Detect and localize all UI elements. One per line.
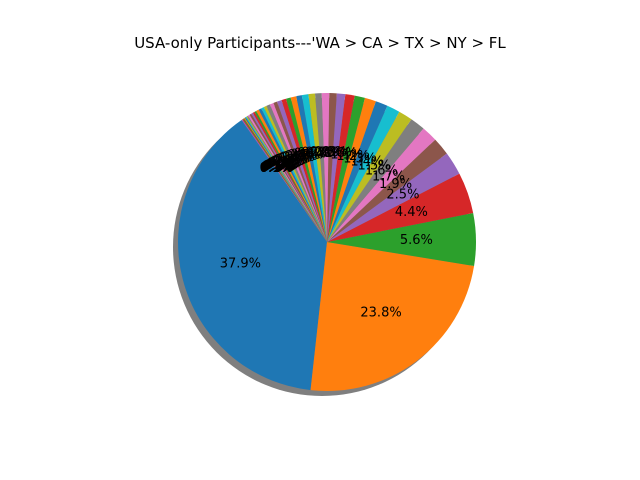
- pie-slice-15: [327, 93, 346, 242]
- pie-slice-label-35: 0.2%: [265, 157, 298, 172]
- pie-slice-label-17: 0.8%: [310, 145, 343, 160]
- pie-slice-label-29: 0.3%: [273, 153, 306, 168]
- pie-slice-label-27: 0.4%: [277, 152, 310, 167]
- pie-slice-35: [251, 112, 327, 242]
- pie-slice-31: [258, 108, 327, 242]
- pie-slice-label-16: 0.8%: [314, 145, 347, 160]
- pie-slice-17: [321, 93, 330, 242]
- pie-slice-label-36: 0.2%: [264, 158, 297, 173]
- pie-slice-19: [308, 93, 327, 243]
- pie-slice-42: [243, 117, 327, 242]
- pie-slice-5: [327, 153, 460, 242]
- pie-slice-label-22: 0.6%: [290, 147, 323, 162]
- pie-slice-label-21: 0.6%: [294, 147, 327, 162]
- pie-slice-label-9: 1.5%: [358, 158, 391, 173]
- pie-slice-18: [314, 93, 327, 242]
- pie-slice-label-30: 0.3%: [272, 154, 305, 169]
- pie-slice-label-31: 0.3%: [270, 155, 303, 170]
- pie-slice-label-45: 0.1%: [259, 161, 292, 176]
- pie-slice-4: [327, 173, 474, 242]
- pie-slice-25: [276, 100, 327, 242]
- pie-slice-label-28: 0.4%: [275, 152, 308, 167]
- pie-slice-label-32: 0.3%: [269, 155, 302, 170]
- pie-slice-label-4: 4.4%: [395, 205, 428, 220]
- pie-slice-label-23: 0.5%: [287, 148, 320, 163]
- pie-slice-36: [249, 113, 327, 242]
- pie-slice-39: [246, 116, 327, 242]
- pie-slice-8: [327, 119, 424, 242]
- pie-slice-label-40: 0.1%: [262, 160, 295, 175]
- pie-slice-40: [245, 116, 327, 242]
- pie-slice-label-26: 0.4%: [279, 151, 312, 166]
- pie-slice-label-44: 0.1%: [260, 161, 293, 176]
- pie-slice-label-15: 0.9%: [319, 146, 352, 161]
- pie-slice-6: [327, 139, 447, 242]
- pie-slice-3: [327, 213, 476, 266]
- pie-slice-32: [256, 109, 327, 243]
- pie-slice-29: [263, 105, 327, 242]
- pie-slice-label-7: 1.7%: [372, 170, 405, 185]
- pie-slice-14: [327, 94, 355, 242]
- pie-slice-label-41: 0.1%: [261, 160, 294, 175]
- pie-slice-label-39: 0.1%: [262, 159, 295, 174]
- pie-slice-21: [296, 95, 327, 243]
- pie-slice-13: [327, 95, 365, 242]
- pie-labels: 37.9% 23.8% 5.6% 4.4% 2.5%1.9%1.7%1.6%1.5%1.…: [220, 145, 433, 321]
- pie-slice-22: [290, 96, 327, 242]
- pie-slice-12: [327, 97, 376, 242]
- pie-slice-label-5: 2.5%: [386, 187, 419, 202]
- pie-slice-43: [243, 118, 327, 242]
- pie-slice-37: [247, 114, 327, 242]
- pie-slice-label-33: 0.2%: [267, 156, 300, 171]
- pie-slice-label-10: 1.4%: [350, 154, 383, 169]
- pie-slice-26: [273, 101, 327, 242]
- pie-slice-44: [242, 118, 327, 242]
- pie-slice-28: [266, 104, 327, 243]
- pie-slice-label-3: 5.6%: [400, 233, 433, 248]
- pie-slice-label-13: 1.1%: [330, 147, 363, 162]
- pie-slice-label-38: 0.1%: [263, 159, 296, 174]
- pie-slice-label-25: 0.5%: [282, 150, 315, 165]
- pie-slice-label-2: 23.8%: [360, 306, 401, 321]
- pie-slice-label-12: 1.2%: [337, 149, 370, 164]
- pie-slice-30: [261, 107, 327, 242]
- pie-slice-23: [285, 97, 327, 243]
- pie-slices: [178, 93, 476, 392]
- pie-slice-11: [327, 101, 388, 243]
- pie-slice-2: [310, 242, 475, 392]
- pie-slice-label-20: 0.7%: [297, 146, 330, 161]
- pie-slice-label-8: 1.6%: [365, 164, 398, 179]
- pie-slice-label-11: 1.3%: [343, 151, 376, 166]
- pie-slice-9: [327, 111, 412, 243]
- pie-slice-label-6: 1.9%: [379, 177, 412, 192]
- pie-slice-label-19: 0.7%: [301, 146, 334, 161]
- pie-slice-10: [327, 105, 400, 242]
- chart-title: USA-only Participants---'WA > CA > TX > …: [134, 34, 506, 52]
- pie-slice-label-43: 0.1%: [260, 160, 293, 175]
- pie-slice-27: [269, 102, 327, 243]
- pie-slice-label-14: 1.0%: [324, 146, 357, 161]
- pie-slice-label-34: 0.2%: [266, 157, 299, 172]
- pie-slice-16: [327, 93, 337, 243]
- pie-slice-label-1: 37.9%: [220, 257, 261, 272]
- pie-slice-34: [252, 111, 327, 243]
- pie-slice-20: [301, 94, 327, 242]
- pie-slice-45: [241, 119, 327, 242]
- pie-slice-7: [327, 128, 436, 242]
- pie-slice-24: [281, 98, 327, 242]
- pie-slice-label-42: 0.1%: [261, 160, 294, 175]
- pie-slice-label-24: 0.5%: [285, 149, 318, 164]
- pie-slice-38: [247, 115, 327, 242]
- pie-slice-label-37: 0.2%: [263, 158, 296, 173]
- pie-slice-label-18: 0.7%: [305, 145, 338, 160]
- pie-slice-33: [254, 110, 327, 242]
- pie-slice-41: [244, 117, 327, 242]
- pie-slice-1: [178, 119, 327, 391]
